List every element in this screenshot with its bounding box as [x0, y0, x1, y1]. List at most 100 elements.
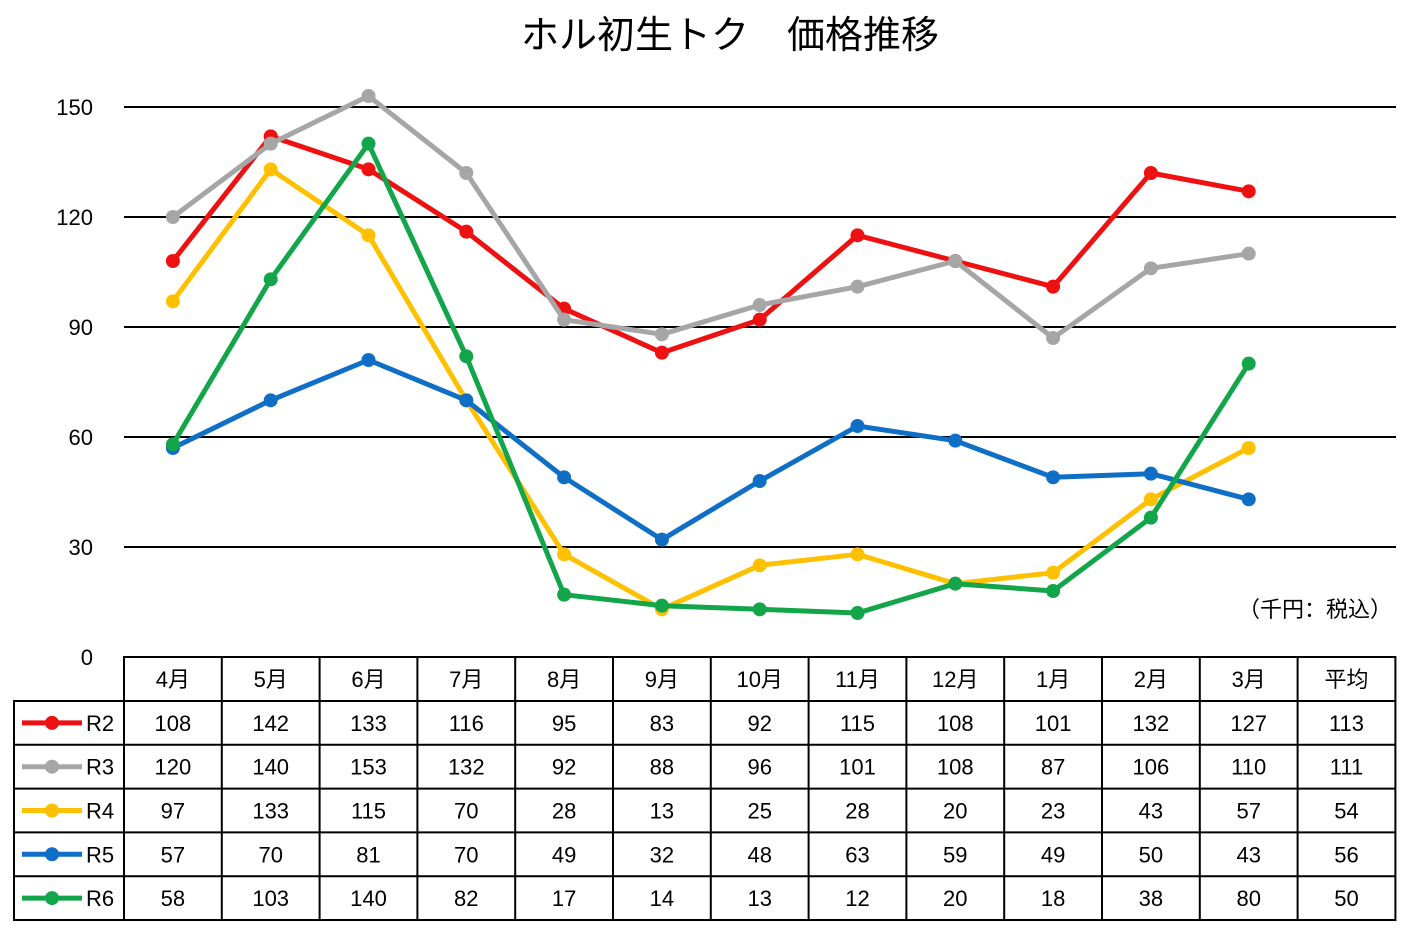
data-point — [850, 419, 865, 433]
table-header-average: 平均 — [1324, 667, 1368, 692]
series-line — [170, 357, 1252, 543]
table-cell: 20 — [943, 799, 967, 824]
table-cell: 81 — [356, 842, 380, 867]
legend-swatch-marker — [45, 803, 59, 818]
data-point — [165, 254, 180, 268]
legend-label: R4 — [86, 799, 114, 824]
data-point — [1241, 492, 1256, 507]
data-point — [948, 254, 963, 268]
table-cell: 80 — [1236, 886, 1260, 911]
data-point — [361, 228, 376, 243]
table-cell: 115 — [351, 799, 386, 824]
table-cell: 96 — [747, 755, 771, 780]
data-point — [361, 353, 376, 367]
data-point — [654, 598, 669, 613]
table-header-cell: 6月 — [351, 667, 385, 692]
table-cell: 20 — [943, 886, 967, 911]
table-cell: 48 — [747, 842, 771, 867]
table-cell: 57 — [161, 842, 185, 867]
table-cell: 133 — [350, 711, 387, 736]
table-header-cell: 1月 — [1036, 667, 1070, 692]
chart-title: ホル初生トク 価格推移 — [521, 13, 939, 57]
data-point — [361, 162, 376, 177]
table-cell: 32 — [650, 842, 674, 867]
table-header-cell: 5月 — [254, 667, 288, 692]
table-header-cell: 3月 — [1232, 667, 1266, 692]
table-cell: 70 — [258, 842, 282, 867]
data-point — [1046, 279, 1061, 294]
data-point — [752, 474, 767, 488]
table-header-cell: 11月 — [835, 667, 880, 692]
table-header-cell: 12月 — [932, 667, 978, 692]
table-cell: 116 — [449, 711, 484, 736]
table-header-cell: 8月 — [547, 667, 581, 692]
y-axis-ticks: 0 30 60 90 120 150 — [56, 95, 93, 670]
data-point — [263, 272, 278, 287]
legend-swatch-marker — [45, 759, 59, 774]
data-point — [850, 606, 865, 620]
table-cell: 110 — [1231, 755, 1266, 780]
table-cell: 92 — [747, 711, 771, 736]
data-point — [752, 312, 767, 327]
data-point — [459, 393, 474, 408]
table-cell: 82 — [454, 886, 478, 911]
data-point — [1143, 166, 1158, 180]
table-cell: 23 — [1041, 799, 1065, 824]
table-cell-average: 56 — [1334, 842, 1358, 867]
data-point — [361, 89, 376, 103]
table-cell: 12 — [845, 886, 869, 911]
table-cell: 43 — [1236, 842, 1260, 867]
table-cell: 106 — [1133, 755, 1170, 780]
table-cell-average: 113 — [1329, 711, 1364, 736]
table-cell: 83 — [650, 711, 674, 736]
table-cell: 70 — [454, 842, 478, 867]
table-cell: 108 — [155, 711, 192, 736]
legend-swatch-marker — [45, 847, 59, 862]
table-cell: 25 — [747, 799, 771, 824]
table-header-cell: 4月 — [156, 667, 190, 692]
series-R3 — [165, 89, 1256, 345]
table-cell: 120 — [155, 755, 192, 780]
table-cell: 49 — [1041, 842, 1065, 867]
table-cell: 103 — [252, 886, 289, 911]
data-point — [165, 210, 180, 224]
data-point — [948, 433, 963, 448]
table-cell: 43 — [1139, 799, 1163, 824]
data-point — [557, 547, 572, 562]
table-header-cell: 2月 — [1134, 667, 1168, 692]
table-header-cell: 7月 — [449, 667, 483, 692]
table-cell: 58 — [161, 886, 185, 911]
table-cell: 133 — [252, 799, 289, 824]
data-point — [1241, 356, 1256, 371]
data-point — [1143, 261, 1158, 276]
series-lines — [165, 89, 1256, 620]
table-body — [13, 700, 1397, 921]
legend-label: R3 — [86, 755, 114, 780]
table-cell: 95 — [552, 711, 576, 736]
grid-lines — [124, 106, 1396, 548]
table-cell: 153 — [350, 755, 387, 780]
table-cell: 49 — [552, 842, 576, 867]
data-point — [1143, 510, 1158, 525]
y-tick-label: 30 — [69, 535, 93, 560]
data-point — [1046, 584, 1061, 598]
table-cell-average: 111 — [1330, 755, 1363, 780]
data-point — [263, 393, 278, 408]
table-cell: 59 — [943, 842, 967, 867]
y-tick-label: 120 — [56, 205, 93, 230]
legend-label: R2 — [86, 711, 114, 736]
data-point — [459, 166, 474, 180]
table-cell: 57 — [1236, 799, 1260, 824]
table-cell: 101 — [1035, 711, 1072, 736]
table-cell: 70 — [454, 799, 478, 824]
data-point — [752, 298, 767, 312]
data-point — [1046, 470, 1061, 485]
data-point — [654, 345, 669, 360]
series-R5 — [165, 353, 1256, 547]
legend-swatch-marker — [45, 891, 59, 906]
table-cell: 127 — [1230, 711, 1267, 736]
legend-label: R6 — [86, 886, 114, 911]
table-cell: 101 — [839, 755, 876, 780]
